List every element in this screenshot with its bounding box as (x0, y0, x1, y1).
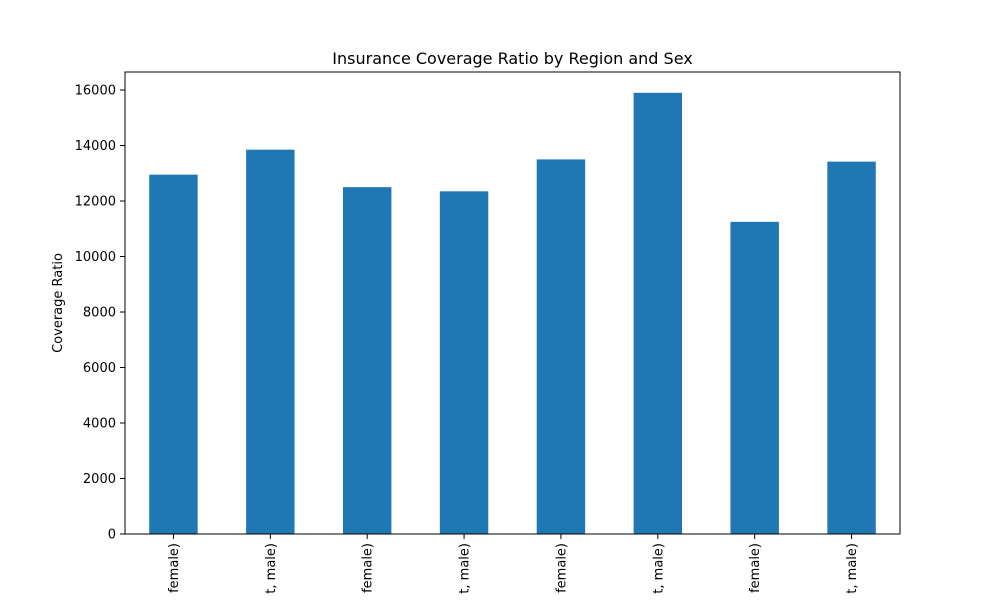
y-tick-label: 6000 (83, 361, 116, 376)
bar (342, 187, 392, 535)
bar (439, 191, 489, 535)
x-tick-label: female) (554, 543, 569, 593)
plot-area-frame (124, 71, 901, 535)
x-tick-label: female) (748, 543, 763, 593)
y-tick-label: 2000 (83, 472, 116, 487)
x-tick-label: t, male) (458, 543, 473, 594)
y-tick-label: 16000 (75, 84, 116, 99)
x-tick-label: t, male) (264, 543, 279, 594)
y-axis-label: Coverage Ratio (51, 253, 66, 353)
y-tick-label: 10000 (75, 250, 116, 265)
y-tick-label: 4000 (83, 417, 116, 432)
bar (149, 174, 198, 534)
bar (827, 161, 876, 534)
x-axis-ticks: female) t, male) female) t, male) female) t, … (167, 534, 860, 594)
x-tick-label: female) (167, 543, 182, 593)
y-tick-label: 0 (108, 528, 116, 543)
x-tick-label: female) (361, 543, 376, 593)
y-tick-label: 12000 (75, 195, 116, 210)
x-tick-label: t, male) (845, 543, 860, 594)
chart-title: Insurance Coverage Ratio by Region and S… (332, 49, 692, 68)
bar (536, 159, 586, 535)
bar (730, 221, 779, 535)
y-tick-label: 8000 (83, 306, 116, 321)
y-axis-ticks: 0 2000 4000 6000 8000 10000 12000 14000 16000 (75, 84, 125, 543)
bar (246, 149, 295, 534)
bars (149, 92, 876, 535)
x-tick-label: t, male) (651, 543, 666, 594)
y-tick-label: 14000 (75, 139, 116, 154)
bar (633, 92, 683, 534)
